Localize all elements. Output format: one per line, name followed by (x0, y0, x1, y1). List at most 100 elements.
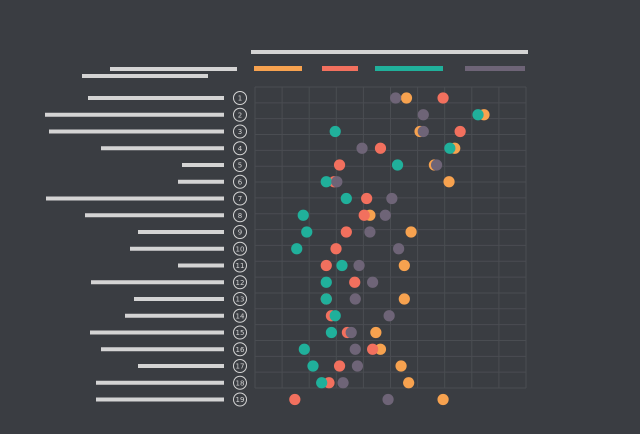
row-label-bar (96, 397, 224, 402)
legend-swatch-red (322, 66, 358, 71)
row-number-circle (233, 359, 247, 373)
row-label-bar (90, 330, 224, 335)
legend (254, 66, 525, 71)
row-number-label: 12 (236, 279, 245, 287)
row-number-label: 10 (236, 245, 245, 253)
data-point (320, 276, 332, 288)
data-point (361, 192, 373, 205)
row-label-placeholders (45, 96, 224, 402)
data-point (370, 326, 382, 339)
data-point (349, 276, 361, 288)
data-point (386, 192, 398, 205)
row-label-bar (101, 146, 224, 151)
data-point (444, 142, 456, 154)
data-point (367, 343, 379, 355)
data-point (437, 92, 449, 104)
row-label-bar (178, 179, 224, 184)
row-label-bar (85, 213, 224, 218)
row-label-bar (130, 246, 224, 251)
row-number-circle (233, 342, 247, 357)
data-point (367, 276, 379, 288)
data-point (331, 176, 343, 188)
data-point (382, 393, 394, 406)
data-point (301, 226, 313, 238)
row-number-circle (233, 174, 247, 189)
subtitle-placeholder (82, 67, 237, 78)
data-point (430, 159, 443, 171)
data-point (340, 226, 352, 238)
data-point (405, 226, 417, 238)
row-number-label: 5 (238, 162, 242, 170)
data-point (298, 343, 310, 355)
data-point (391, 159, 404, 171)
data-point (443, 176, 455, 188)
data-point (320, 259, 332, 272)
row-label-bar (138, 230, 224, 234)
data-point (333, 159, 346, 171)
data-point (374, 343, 387, 355)
row-number-circle (233, 292, 247, 306)
row-number-label: 2 (238, 111, 242, 119)
row-label-bar (178, 263, 224, 268)
data-point (437, 393, 449, 406)
data-point (398, 259, 410, 272)
row-label-bar (101, 347, 224, 352)
data-point (393, 243, 405, 255)
data-point (417, 125, 429, 138)
data-point (374, 142, 387, 154)
row-number-label: 8 (238, 212, 242, 220)
row-label-bar (46, 196, 224, 201)
row-number-label: 17 (236, 363, 245, 371)
data-point (340, 192, 352, 205)
row-label-bar (182, 163, 224, 167)
data-point (454, 125, 466, 138)
subtitle-bar (110, 67, 237, 71)
data-point (417, 109, 429, 121)
row-number-circle (233, 158, 247, 172)
data-point (383, 310, 395, 322)
row-number-circle (233, 375, 247, 390)
data-point (320, 293, 332, 305)
row-number-label: 19 (236, 396, 245, 404)
row-number-circle (233, 392, 247, 407)
row-number-label: 4 (238, 145, 243, 153)
data-point (358, 209, 370, 221)
row-number-circle (233, 91, 247, 105)
data-point (333, 360, 346, 372)
data-points (289, 92, 490, 406)
legend-swatch-teal (375, 66, 443, 71)
row-label-bar (134, 297, 224, 301)
data-point (353, 259, 365, 272)
row-number-circle (233, 275, 247, 290)
data-point (349, 343, 361, 355)
row-number-label: 14 (236, 312, 245, 320)
data-point (307, 360, 319, 372)
row-number-label: 6 (238, 178, 243, 186)
row-number-label: 13 (236, 296, 245, 304)
row-number-circle (233, 191, 247, 206)
row-number-circle (233, 124, 247, 139)
row-number-label: 1 (238, 95, 242, 103)
row-number-label: 9 (238, 229, 242, 237)
title-placeholder (251, 50, 528, 54)
row-number-circle (233, 308, 247, 323)
row-number-circle (233, 258, 247, 273)
data-point (329, 125, 341, 138)
row-number-label: 16 (236, 346, 245, 354)
row-number-circle (233, 225, 247, 239)
data-point (297, 209, 309, 221)
data-point (403, 377, 415, 389)
data-point (325, 326, 338, 339)
row-label-bar (45, 112, 224, 117)
row-number-label: 7 (238, 195, 242, 203)
row-label-bar (125, 313, 224, 318)
data-point (320, 176, 332, 188)
data-point (351, 360, 364, 372)
row-number-circle (233, 208, 247, 223)
data-point (289, 393, 301, 406)
legend-swatch-purple (465, 66, 525, 71)
data-point (400, 92, 413, 104)
row-number-circle (233, 325, 247, 340)
row-label-bar (88, 96, 224, 100)
